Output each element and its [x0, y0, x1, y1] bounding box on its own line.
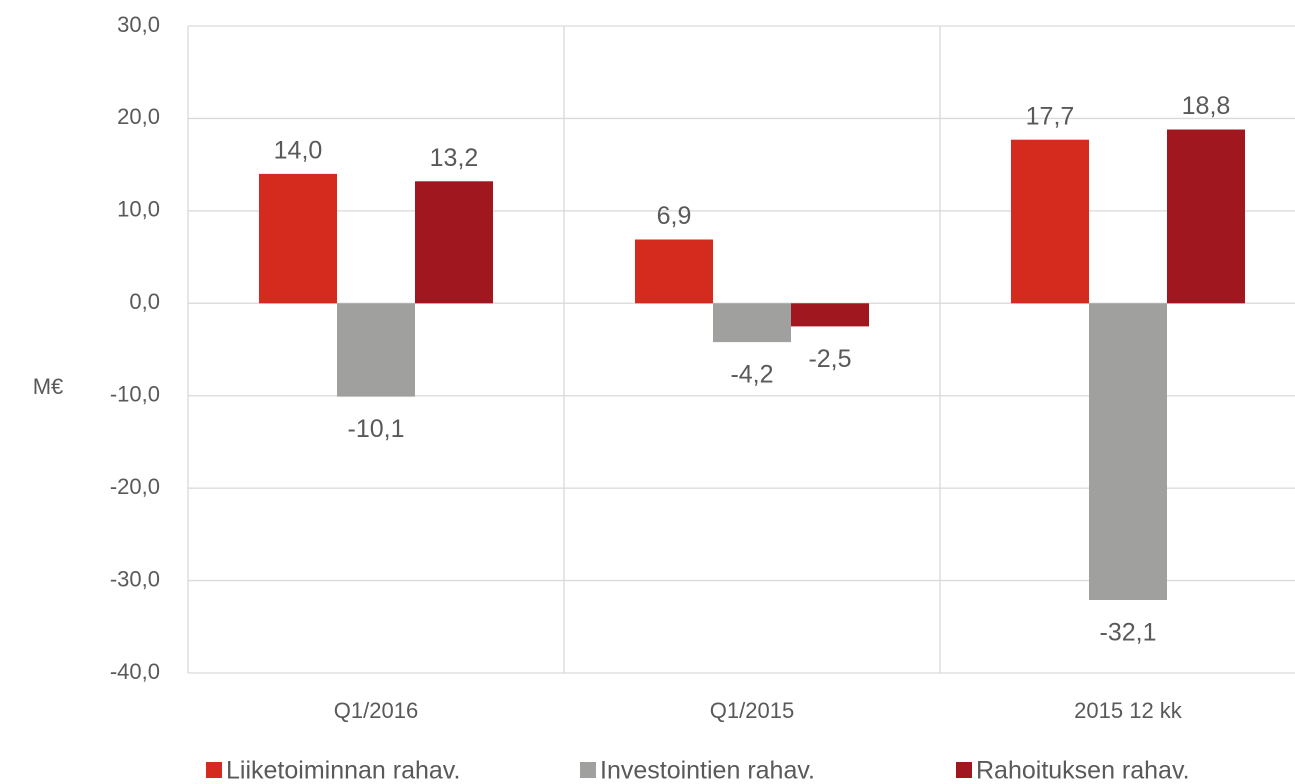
value-label: 18,8	[1182, 92, 1231, 120]
x-tick-label: Q1/2016	[334, 698, 418, 723]
value-label: 14,0	[274, 136, 323, 164]
bar	[1167, 129, 1245, 304]
legend-swatch	[956, 762, 972, 778]
legend-swatch	[580, 762, 596, 778]
y-tick-label: 0,0	[129, 289, 160, 314]
legend-label: Investointien rahav.	[600, 757, 815, 784]
bar	[791, 303, 869, 327]
y-tick-label: 10,0	[117, 197, 160, 222]
y-axis-label: M€	[33, 374, 64, 399]
value-label: 13,2	[430, 144, 479, 172]
value-label: 17,7	[1026, 102, 1075, 130]
value-label: 6,9	[657, 202, 692, 230]
x-tick-label: 2015 12 kk	[1074, 698, 1183, 723]
x-tick-label: Q1/2015	[710, 698, 794, 723]
y-tick-label: -40,0	[110, 659, 160, 684]
value-label: -10,1	[348, 415, 405, 443]
legend-label: Liiketoiminnan rahav.	[226, 757, 460, 784]
legend-swatch	[206, 762, 222, 778]
value-label: -2,5	[808, 345, 851, 373]
y-tick-label: -20,0	[110, 474, 160, 499]
bar	[337, 303, 415, 397]
bar	[1089, 303, 1167, 600]
bar	[713, 303, 791, 343]
value-label: -4,2	[730, 361, 773, 389]
y-tick-label: 30,0	[117, 12, 160, 37]
y-tick-label: 20,0	[117, 104, 160, 129]
legend-label: Rahoituksen rahav.	[976, 757, 1190, 784]
bar	[635, 239, 713, 304]
value-label: -32,1	[1100, 619, 1157, 647]
bar	[415, 181, 493, 304]
y-tick-label: -10,0	[110, 382, 160, 407]
bar	[259, 173, 337, 304]
bar	[1011, 139, 1089, 304]
y-tick-label: -30,0	[110, 566, 160, 591]
